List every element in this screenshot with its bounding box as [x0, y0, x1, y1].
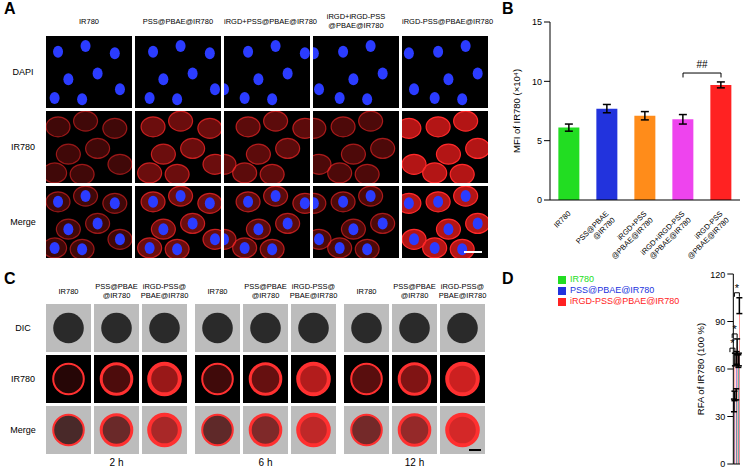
svg-text:##: ##: [696, 59, 708, 70]
svg-text:90: 90: [715, 317, 725, 327]
svg-text:*: *: [735, 282, 740, 294]
svg-text:MFI of IR780 (×10⁴): MFI of IR780 (×10⁴): [511, 69, 522, 153]
svg-text:30: 30: [715, 412, 725, 422]
svg-text:IR780: IR780: [552, 209, 573, 230]
svg-text:RFA of IR780 (100 %): RFA of IR780 (100 %): [695, 323, 706, 415]
svg-text:iRGD-PSS@PBAE@IR780: iRGD-PSS@PBAE@IR780: [679, 209, 731, 261]
svg-text:120: 120: [710, 270, 725, 280]
svg-text:*: *: [730, 337, 735, 349]
svg-text:0: 0: [720, 459, 725, 469]
svg-text:*: *: [733, 323, 738, 335]
svg-text:10: 10: [532, 77, 542, 87]
svg-text:0: 0: [537, 195, 542, 205]
svg-text:5: 5: [537, 136, 542, 146]
svg-text:15: 15: [532, 17, 542, 27]
svg-text:60: 60: [715, 364, 725, 374]
svg-text:PSS@PBAE@IR780: PSS@PBAE@IR780: [574, 209, 617, 252]
